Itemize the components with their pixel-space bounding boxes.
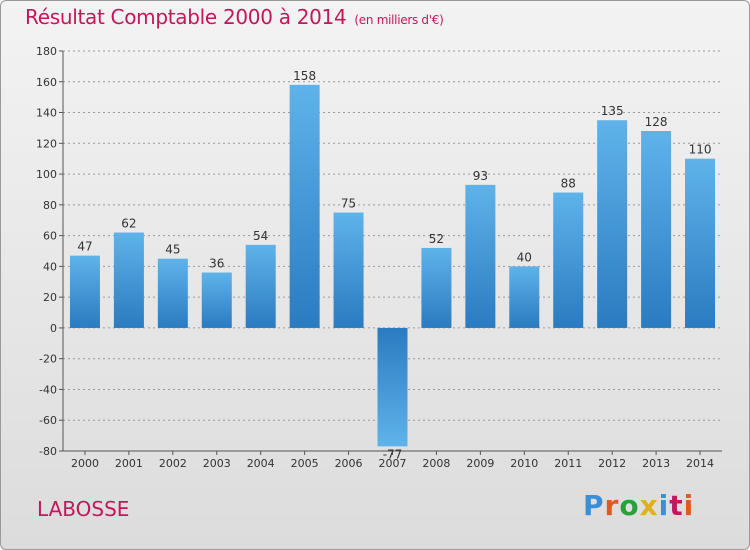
y-tick-label: 60: [43, 230, 57, 243]
logo-letter: i: [658, 489, 670, 522]
bar-value-label: 128: [645, 115, 668, 129]
bar-value-label: 52: [429, 232, 444, 246]
chart-title-text: Résultat Comptable 2000 à 2014: [25, 5, 347, 29]
bar-value-label: -77: [383, 447, 403, 461]
x-tick-label: 2005: [291, 457, 319, 470]
commune-name: LABOSSE: [37, 497, 130, 521]
chart-unit: (en milliers d'€): [354, 13, 444, 27]
bar: [157, 258, 188, 328]
y-tick-label: 40: [43, 260, 57, 273]
y-tick-label: 180: [36, 45, 57, 58]
logo-letter: r: [604, 489, 620, 522]
x-tick-label: 2006: [335, 457, 363, 470]
x-tick-label: 2002: [159, 457, 187, 470]
x-tick-label: 2003: [203, 457, 231, 470]
x-tick-label: 2000: [71, 457, 99, 470]
bar-value-label: 62: [121, 217, 136, 231]
logo-letter: i: [683, 489, 695, 522]
bar-value-label: 75: [341, 197, 356, 211]
bar: [377, 327, 408, 447]
x-tick-label: 2009: [466, 457, 494, 470]
x-tick-label: 2007: [379, 457, 407, 470]
y-tick-label: -40: [39, 383, 57, 396]
bar-value-label: 93: [473, 169, 488, 183]
bar: [509, 266, 540, 328]
logo-letter: P: [583, 489, 605, 522]
logo-letter: t: [669, 489, 684, 522]
bar-value-label: 88: [561, 177, 576, 191]
x-tick-label: 2008: [422, 457, 450, 470]
y-tick-label: 120: [36, 137, 57, 150]
bar: [333, 212, 364, 328]
bar-value-label: 110: [689, 143, 712, 157]
x-tick-label: 2010: [510, 457, 538, 470]
logo-letter: x: [639, 489, 659, 522]
x-tick-label: 2004: [247, 457, 275, 470]
bar: [597, 120, 628, 328]
x-tick-label: 2001: [115, 457, 143, 470]
bar: [113, 232, 144, 328]
x-tick-label: 2014: [686, 457, 714, 470]
y-tick-label: -60: [39, 414, 57, 427]
logo-letter: o: [619, 489, 640, 522]
proxiti-logo: Proxiti: [583, 489, 694, 522]
bar-value-label: 40: [517, 250, 532, 264]
bar: [245, 244, 276, 328]
y-tick-label: 100: [36, 168, 57, 181]
y-tick-label: 140: [36, 107, 57, 120]
x-tick-label: 2012: [598, 457, 626, 470]
bar-value-label: 45: [165, 243, 180, 257]
y-tick-label: -20: [39, 353, 57, 366]
bar-value-label: 47: [77, 240, 92, 254]
chart-title: Résultat Comptable 2000 à 2014 (en millie…: [25, 5, 444, 29]
bar-value-label: 158: [293, 69, 316, 83]
bar-value-label: 54: [253, 229, 268, 243]
bar: [465, 184, 496, 328]
bar: [685, 158, 716, 328]
x-tick-label: 2013: [642, 457, 670, 470]
bar: [289, 84, 320, 328]
y-tick-label: 160: [36, 76, 57, 89]
y-tick-label: 0: [50, 322, 57, 335]
y-tick-label: -80: [39, 445, 57, 458]
bar: [69, 255, 100, 328]
y-tick-label: 20: [43, 291, 57, 304]
bar: [421, 247, 452, 328]
bar: [641, 131, 672, 328]
bar-value-label: 135: [601, 104, 624, 118]
bar: [201, 272, 232, 328]
x-tick-label: 2011: [554, 457, 582, 470]
bar: [553, 192, 584, 328]
bar-value-label: 36: [209, 257, 224, 271]
y-tick-label: 80: [43, 199, 57, 212]
